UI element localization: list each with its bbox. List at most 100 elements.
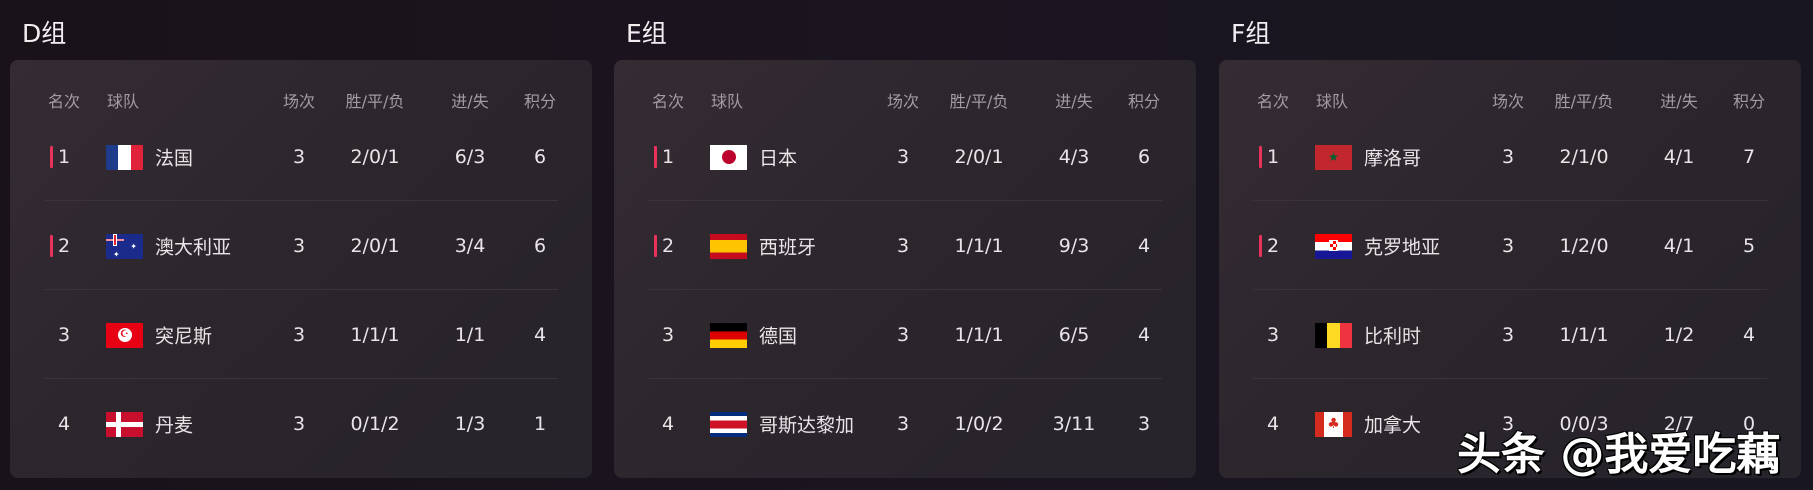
team-name[interactable]: 西班牙	[759, 236, 817, 258]
goals: 4/1	[1663, 234, 1695, 257]
rank: 2	[57, 234, 71, 257]
goals: 1/1	[454, 323, 486, 346]
table-header: 名次 球队 场次 胜/平/负 进/失 积分	[614, 88, 1196, 112]
goals: 4/1	[1663, 145, 1695, 168]
team-name[interactable]: 摩洛哥	[1364, 147, 1422, 169]
rank: 4	[661, 412, 675, 435]
team-name[interactable]: 加拿大	[1364, 414, 1422, 436]
goals: 2/7	[1663, 412, 1695, 435]
points: 4	[1742, 323, 1756, 346]
wdl: 0/1/2	[350, 412, 400, 435]
goals: 9/3	[1058, 234, 1090, 257]
row-divider	[1253, 200, 1767, 201]
points: 4	[1137, 323, 1151, 346]
wdl: 2/1/0	[1559, 145, 1609, 168]
row-divider	[648, 289, 1162, 290]
rank: 3	[57, 323, 71, 346]
table-row[interactable]: 2 克罗地亚 3 1/2/0 4/1 5	[1219, 201, 1801, 290]
table-row[interactable]: 3 比利时 3 1/1/1 1/2 4	[1219, 290, 1801, 379]
goals: 6/5	[1058, 323, 1090, 346]
wdl: 2/0/1	[954, 145, 1004, 168]
team-name[interactable]: 克罗地亚	[1364, 236, 1441, 258]
points: 3	[1137, 412, 1151, 435]
table-row[interactable]: 1 法国 3 2/0/1 6/3 6	[10, 112, 592, 201]
team-name[interactable]: 比利时	[1364, 325, 1422, 347]
played: 3	[1501, 323, 1515, 346]
table-row[interactable]: 4 丹麦 3 0/1/2 1/3 1	[10, 379, 592, 468]
wdl: 1/2/0	[1559, 234, 1609, 257]
wdl: 1/0/2	[954, 412, 1004, 435]
group-title: D组	[22, 19, 67, 48]
played: 3	[896, 323, 910, 346]
wdl: 1/1/1	[1559, 323, 1609, 346]
france-flag-icon	[106, 144, 143, 170]
header-rank: 名次	[651, 92, 685, 111]
row-divider	[44, 378, 558, 379]
row-divider	[44, 200, 558, 201]
table-row[interactable]: 2 西班牙 3 1/1/1 9/3 4	[614, 201, 1196, 290]
table-row[interactable]: 3 德国 3 1/1/1 6/5 4	[614, 290, 1196, 379]
row-divider	[648, 200, 1162, 201]
points: 4	[533, 323, 547, 346]
group-1: E组 名次 球队 场次 胜/平/负 进/失 积分 1 日本 3 2/0/1 4/…	[614, 0, 1196, 490]
qualified-marker	[654, 145, 657, 168]
played: 3	[1501, 145, 1515, 168]
standings-table: 名次 球队 场次 胜/平/负 进/失 积分 1 日本 3 2/0/1 4/3 6…	[614, 60, 1196, 478]
table-row[interactable]: 3 ☪ 突尼斯 3 1/1/1 1/1 4	[10, 290, 592, 379]
spain-flag-icon	[710, 233, 747, 259]
rank: 1	[661, 145, 675, 168]
wdl: 1/1/1	[954, 323, 1004, 346]
rank: 3	[1266, 323, 1280, 346]
qualified-marker	[1259, 145, 1262, 168]
row-divider	[1253, 289, 1767, 290]
goals: 6/3	[454, 145, 486, 168]
goals: 4/3	[1058, 145, 1090, 168]
played: 3	[1501, 234, 1515, 257]
row-divider	[1253, 378, 1767, 379]
qualified-marker	[50, 145, 53, 168]
croatia-flag-icon	[1315, 233, 1352, 259]
played: 3	[896, 234, 910, 257]
costa-rica-flag-icon	[710, 411, 747, 437]
header-played: 场次	[1491, 92, 1525, 111]
japan-flag-icon	[710, 144, 747, 170]
rank: 2	[661, 234, 675, 257]
table-row[interactable]: 2 ✦ ✦ 澳大利亚 3 2/0/1 3/4 6	[10, 201, 592, 290]
denmark-flag-icon	[106, 411, 143, 437]
rank: 4	[57, 412, 71, 435]
team-name[interactable]: 哥斯达黎加	[759, 414, 855, 436]
played: 3	[896, 145, 910, 168]
team-name[interactable]: 法国	[155, 147, 194, 169]
header-played: 场次	[886, 92, 920, 111]
header-team: 球队	[1316, 92, 1349, 111]
table-row[interactable]: 4 哥斯达黎加 3 1/0/2 3/11 3	[614, 379, 1196, 468]
wdl: 1/1/1	[954, 234, 1004, 257]
team-name[interactable]: 丹麦	[155, 414, 194, 436]
goals: 1/2	[1663, 323, 1695, 346]
rank: 3	[661, 323, 675, 346]
points: 6	[533, 145, 547, 168]
header-points: 积分	[523, 92, 557, 111]
table-header: 名次 球队 场次 胜/平/负 进/失 积分	[1219, 88, 1801, 112]
team-name[interactable]: 日本	[759, 147, 798, 169]
watermark: 头条 @我爱吃藕	[1457, 429, 1781, 480]
tunisia-flag-icon: ☪	[106, 322, 143, 348]
header-wdl: 胜/平/负	[345, 92, 405, 111]
qualified-marker	[50, 234, 53, 257]
belgium-flag-icon	[1315, 322, 1352, 348]
table-row[interactable]: 1 日本 3 2/0/1 4/3 6	[614, 112, 1196, 201]
germany-flag-icon	[710, 322, 747, 348]
table-row[interactable]: 1 ★ 摩洛哥 3 2/1/0 4/1 7	[1219, 112, 1801, 201]
played: 3	[1501, 412, 1515, 435]
standings-table: 名次 球队 场次 胜/平/负 进/失 积分 1 法国 3 2/0/1 6/3 6…	[10, 60, 592, 478]
group-title: E组	[626, 19, 667, 48]
qualified-marker	[1259, 234, 1262, 257]
played: 3	[896, 412, 910, 435]
points: 6	[533, 234, 547, 257]
team-name[interactable]: 德国	[759, 325, 798, 347]
team-name[interactable]: 澳大利亚	[155, 236, 232, 258]
team-name[interactable]: 突尼斯	[155, 325, 213, 347]
group-0: D组 名次 球队 场次 胜/平/负 进/失 积分 1 法国 3 2/0/1 6/…	[10, 0, 592, 490]
table-row[interactable]: 4 ♣ 加拿大 3 0/0/3 2/7 0	[1219, 379, 1801, 468]
points: 0	[1742, 412, 1756, 435]
